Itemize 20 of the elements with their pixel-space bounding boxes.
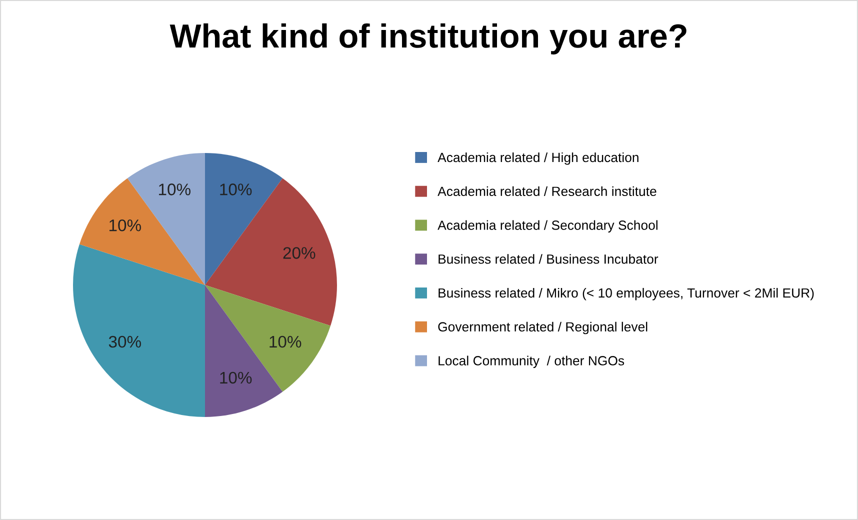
chart-title: What kind of institution you are? [170, 23, 686, 54]
pie-slice [79, 178, 205, 285]
legend-label: Academia related / High education [438, 152, 638, 165]
legend-label: Business related / Mikro (< 10 employees, Turnover < 2Mil EUR) [438, 288, 814, 300]
legend-label: Government related / Regional level [438, 322, 648, 334]
data-label: 10% [220, 372, 252, 384]
data-label: 10% [159, 184, 190, 196]
pie-slice [205, 153, 283, 285]
pie-slice [205, 285, 331, 392]
data-label: 30% [108, 336, 141, 348]
legend-label: Academia related / Research institute [438, 186, 656, 196]
data-label: 10% [220, 184, 252, 196]
legend-label: Business related / Business Incubator [438, 254, 658, 264]
pie-slice [205, 178, 337, 326]
legend-label: Academia related / Secondary School [438, 220, 658, 233]
data-label: 10% [110, 219, 141, 232]
data-label: 10% [270, 336, 302, 348]
legend-label: Local Community / other NGOs [438, 356, 624, 368]
data-label: 20% [283, 247, 316, 259]
pie-slice [73, 244, 205, 417]
